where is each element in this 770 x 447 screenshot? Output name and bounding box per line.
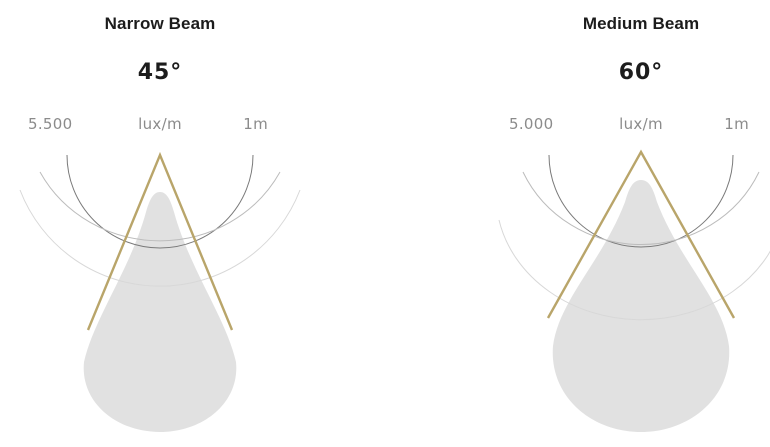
narrow-beam-panel: Narrow Beam 45° 5.500 lux/m 1m (0, 0, 320, 447)
beam-title: Medium Beam (582, 14, 700, 33)
distance-label: 1m (243, 115, 268, 133)
medium-beam-diagram (498, 149, 770, 432)
distance-ring-outer (19, 189, 301, 287)
lux-unit: lux/m (619, 115, 663, 133)
light-spread-shape (552, 180, 730, 432)
narrow-beam-diagram (19, 151, 301, 432)
lux-unit: lux/m (138, 115, 182, 133)
distance-ring-middle (522, 171, 760, 246)
light-spread-shape (83, 192, 237, 432)
lux-value: 5.500 (28, 115, 73, 133)
beam-title: Narrow Beam (104, 14, 216, 33)
beam-angle-outline (546, 149, 736, 319)
distance-ring-inner (548, 154, 734, 248)
distance-label: 1m (724, 115, 749, 133)
distance-ring-middle (39, 171, 281, 242)
distance-ring-outer (498, 219, 770, 321)
medium-beam-panel: Medium Beam 60° 5.000 lux/m 1m (481, 0, 770, 447)
distance-ring-inner (66, 154, 254, 249)
beam-angle-outline (86, 151, 234, 331)
beam-angle: 45° (137, 60, 183, 85)
beam-angle: 60° (618, 60, 664, 85)
lux-value: 5.000 (509, 115, 554, 133)
